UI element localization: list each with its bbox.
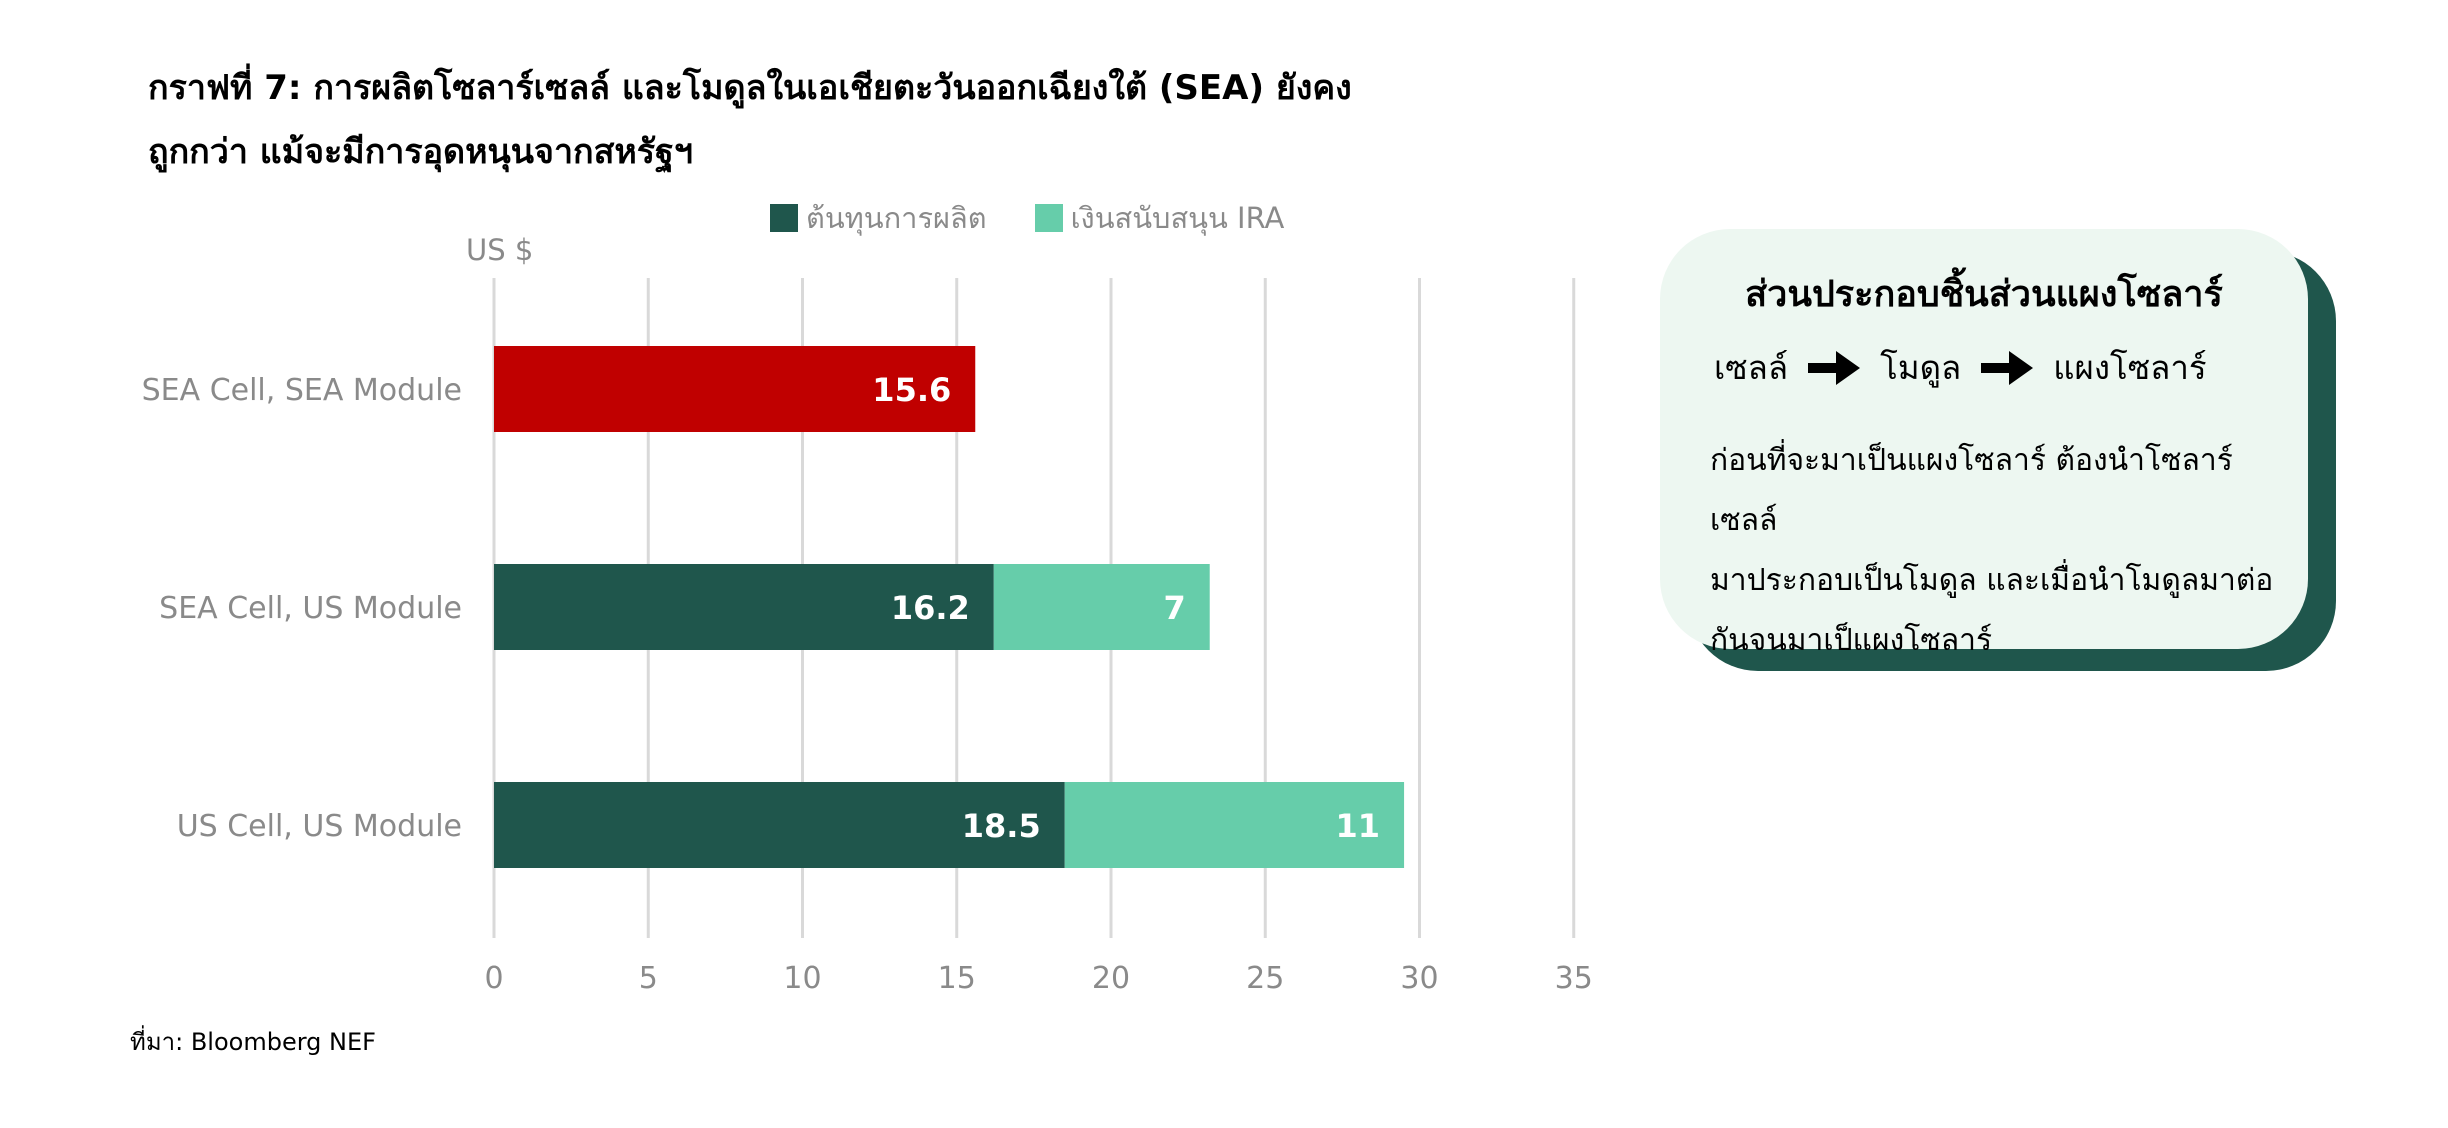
bar-segment xyxy=(993,564,1210,650)
bar-segment xyxy=(494,346,976,432)
bar-chart: 0 5 10 15 20 25 30 35 SEA Cell, SEA Module SEA Ce… xyxy=(142,233,1593,996)
source-note: ที่มา: Bloomberg NEF xyxy=(130,1028,376,1056)
data-label: 18.5 xyxy=(962,807,1041,845)
chart-title-line2: ถูกกว่า แม้จะมีการอุดหนุนจากสหรัฐฯ xyxy=(148,132,693,172)
x-tick-label: 25 xyxy=(1246,961,1284,996)
x-tick-label: 0 xyxy=(484,961,503,996)
chart-title-line1: กราฟที่ 7: การผลิตโซลาร์เซลล์ และโมดูลใน… xyxy=(148,68,1352,108)
x-tick-label: 15 xyxy=(938,961,976,996)
category-label: SEA Cell, US Module xyxy=(159,591,462,626)
info-card: ส่วนประกอบชิ้นส่วนแผงโซลาร์ เซลล์ โมดูล … xyxy=(1660,229,2308,658)
x-tick-label: 20 xyxy=(1092,961,1130,996)
chart-legend: ต้นทุนการผลิต เงินสนับสนุน IRA xyxy=(770,198,1284,238)
x-tick-label: 10 xyxy=(783,961,821,996)
chart-bars xyxy=(494,346,1405,868)
legend-swatch-production-cost xyxy=(770,204,798,232)
info-card-body: ก่อนที่จะมาเป็นแผงโซลาร์ ต้องนำโซลาร์เซล… xyxy=(1710,431,2280,671)
category-label: SEA Cell, SEA Module xyxy=(142,373,462,408)
chart-title: กราฟที่ 7: การผลิตโซลาร์เซลล์ และโมดูลใน… xyxy=(148,56,1428,184)
info-card-body-line: กันจนมาเป็แผงโซลาร์ xyxy=(1710,623,1993,658)
legend-label-production-cost: ต้นทุนการผลิต xyxy=(806,201,987,235)
x-tick-label: 5 xyxy=(639,961,658,996)
bar-segment xyxy=(494,782,1065,868)
legend-label-ira-subsidy: เงินสนับสนุน IRA xyxy=(1070,201,1285,235)
flow-step-module: โมดูล xyxy=(1880,348,1962,387)
right-arrow-icon xyxy=(1981,350,2034,385)
legend-swatch-ira-subsidy xyxy=(1034,204,1063,232)
bar-segment xyxy=(494,564,994,650)
x-tick-label: 35 xyxy=(1555,961,1593,996)
data-label: 15.6 xyxy=(872,371,951,409)
info-card-body-line: ก่อนที่จะมาเป็นแผงโซลาร์ ต้องนำโซลาร์เซล… xyxy=(1710,443,2233,538)
data-label: 16.2 xyxy=(891,589,970,627)
info-card-body-line: มาประกอบเป็นโมดูล และเมื่อนำโมดูลมาต่อ xyxy=(1710,563,2274,598)
flow-step-panel: แผงโซลาร์ xyxy=(2053,348,2207,387)
legend-item-ira-subsidy: เงินสนับสนุน IRA xyxy=(1034,195,1285,241)
x-tick-label: 30 xyxy=(1400,961,1438,996)
category-label: US Cell, US Module xyxy=(177,809,462,844)
right-arrow-icon xyxy=(1808,350,1861,385)
data-label: 11 xyxy=(1336,807,1381,845)
flow-step-cell: เซลล์ xyxy=(1714,348,1789,387)
component-flow: เซลล์ โมดูล แผงโซลาร์ xyxy=(1714,341,2207,394)
data-label: 7 xyxy=(1163,589,1185,627)
legend-item-production-cost: ต้นทุนการผลิต xyxy=(770,195,987,241)
bar-segment xyxy=(1064,782,1405,868)
y-axis-unit: US $ xyxy=(466,233,533,267)
info-card-title: ส่วนประกอบชิ้นส่วนแผงโซลาร์ xyxy=(1745,274,2223,315)
chart-labels: 0 5 10 15 20 25 30 35 SEA Cell, SEA Module SEA Ce… xyxy=(142,371,1593,996)
